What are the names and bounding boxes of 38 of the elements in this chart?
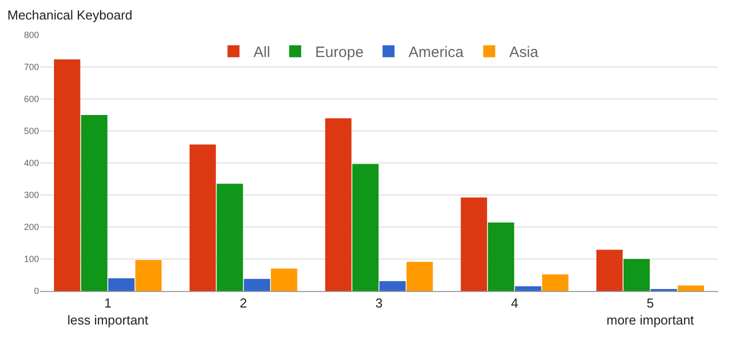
chart-title: Mechanical Keyboard [7,7,132,22]
bar [190,144,216,291]
bar [81,115,108,291]
bar [515,286,542,291]
bar [54,59,80,291]
bar [596,250,623,291]
x-tick-label: 2 [240,296,248,311]
legend-label: Europe [315,44,364,62]
x-tick-label: 4 [510,296,518,311]
bar [216,184,243,291]
legend-label: All [254,44,270,62]
bar [135,260,162,291]
bar [108,278,135,291]
y-tick-label: 800 [24,30,39,40]
bar [352,164,379,291]
bar [244,278,270,291]
legend-label: America [408,44,464,62]
bar [623,259,650,291]
y-tick-label: 500 [24,126,39,136]
legend-label: Asia [509,44,540,62]
bar [325,118,352,291]
bar [488,222,514,291]
bar [678,286,704,291]
y-tick-label: 300 [24,190,39,200]
bar [406,262,433,291]
y-tick-label: 700 [24,62,39,72]
x-tick-label: 3 [375,296,383,311]
y-tick-label: 200 [24,222,39,232]
bar [379,281,406,291]
y-tick-label: 100 [24,254,39,264]
x-tick-label: 5 more important [606,296,694,328]
y-tick-label: 400 [24,158,39,168]
bar [460,198,488,291]
bar [542,274,568,291]
x-tick-label: 1 less important [67,296,149,328]
bar [270,268,298,291]
y-tick-label: 600 [24,94,39,104]
y-tick-label: 0 [34,286,39,296]
